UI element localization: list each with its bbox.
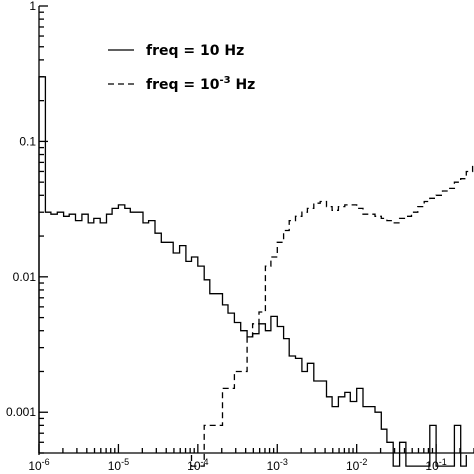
x-tick-label: 10-2 (346, 457, 367, 473)
legend-label: freq = 10-3 Hz (146, 75, 255, 93)
y-tick-label: 0.01 (13, 270, 37, 284)
legend-label: freq = 10 Hz (146, 43, 244, 59)
y-tick-label: 0.001 (6, 405, 36, 419)
series-solid-line (38, 76, 467, 467)
x-tick-label: 10-5 (108, 457, 129, 473)
legend: freq = 10 Hz freq = 10-3 Hz (108, 43, 255, 93)
series-dashed-line (190, 163, 474, 467)
x-tick-label: 10-3 (267, 457, 288, 473)
y-tick-label: 1 (29, 0, 36, 13)
x-tick-label: 10-4 (187, 457, 208, 473)
y-tick-label: 0.1 (19, 134, 36, 148)
plot-frame (38, 6, 474, 454)
x-tick-label: 10-6 (28, 457, 49, 473)
series-layer (38, 76, 474, 467)
